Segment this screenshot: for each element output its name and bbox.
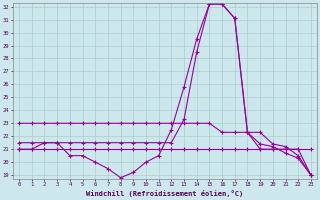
X-axis label: Windchill (Refroidissement éolien,°C): Windchill (Refroidissement éolien,°C)	[86, 190, 244, 197]
